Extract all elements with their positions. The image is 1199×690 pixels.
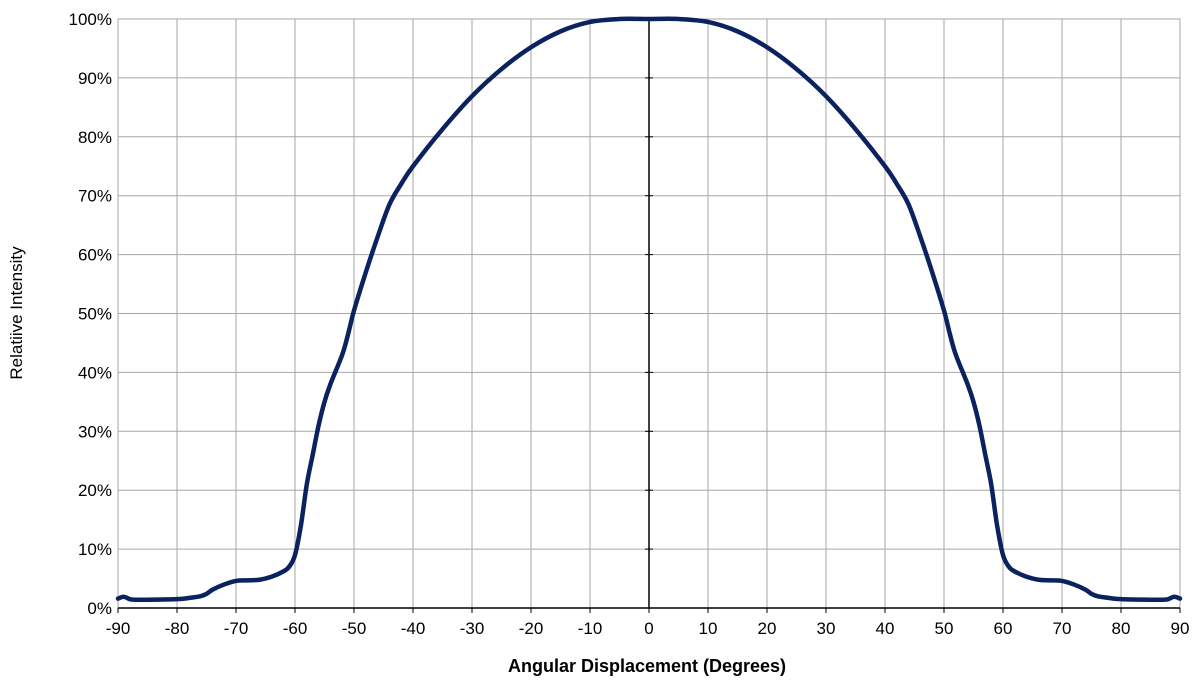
x-tick-label: -80 xyxy=(165,619,190,638)
x-tick-label: -60 xyxy=(283,619,308,638)
x-tick-label: -40 xyxy=(401,619,426,638)
x-tick-label: 90 xyxy=(1171,619,1190,638)
y-tick-label: 50% xyxy=(78,305,112,324)
y-tick-label: 60% xyxy=(78,246,112,265)
y-tick-label: 20% xyxy=(78,481,112,500)
x-tick-label: -50 xyxy=(342,619,367,638)
intensity-curve-line xyxy=(115,16,1183,603)
y-tick-label: 80% xyxy=(78,128,112,147)
x-axis-title: Angular Displacement (Degrees) xyxy=(508,656,786,676)
x-tick-label: -70 xyxy=(224,619,249,638)
x-tick-label: 10 xyxy=(699,619,718,638)
x-tick-labels: -90 -80 -70 -60 -50 -40 -30 -20 -10 0 10 20 30 40 50 60… xyxy=(106,619,1190,638)
y-tick-label: 30% xyxy=(78,422,112,441)
series-layer xyxy=(115,16,1183,603)
x-tick-label: -20 xyxy=(519,619,544,638)
x-tick-label: 0 xyxy=(644,619,653,638)
y-axis-title: Relatiive Intensity xyxy=(7,246,26,380)
y-tick-label: 90% xyxy=(78,69,112,88)
y-tick-label: 70% xyxy=(78,187,112,206)
x-tick-label: -30 xyxy=(460,619,485,638)
y-tick-label: 0% xyxy=(87,599,112,618)
y-tick-label: 10% xyxy=(78,540,112,559)
x-tick-label: 70 xyxy=(1053,619,1072,638)
x-tick-label: -10 xyxy=(578,619,603,638)
x-tick-label: 40 xyxy=(876,619,895,638)
x-tick-label: -90 xyxy=(106,619,131,638)
x-tick-label: 80 xyxy=(1112,619,1131,638)
x-tick-label: 20 xyxy=(758,619,777,638)
y-tick-label: 40% xyxy=(78,363,112,382)
y-tick-label: 100% xyxy=(69,10,112,29)
x-tick-label: 50 xyxy=(935,619,954,638)
x-tick-label: 30 xyxy=(817,619,836,638)
y-tick-labels: 0% 10% 20% 30% 40% 50% 60% 70% 80% 90% 100% xyxy=(69,10,112,618)
x-tick-label: 60 xyxy=(994,619,1013,638)
